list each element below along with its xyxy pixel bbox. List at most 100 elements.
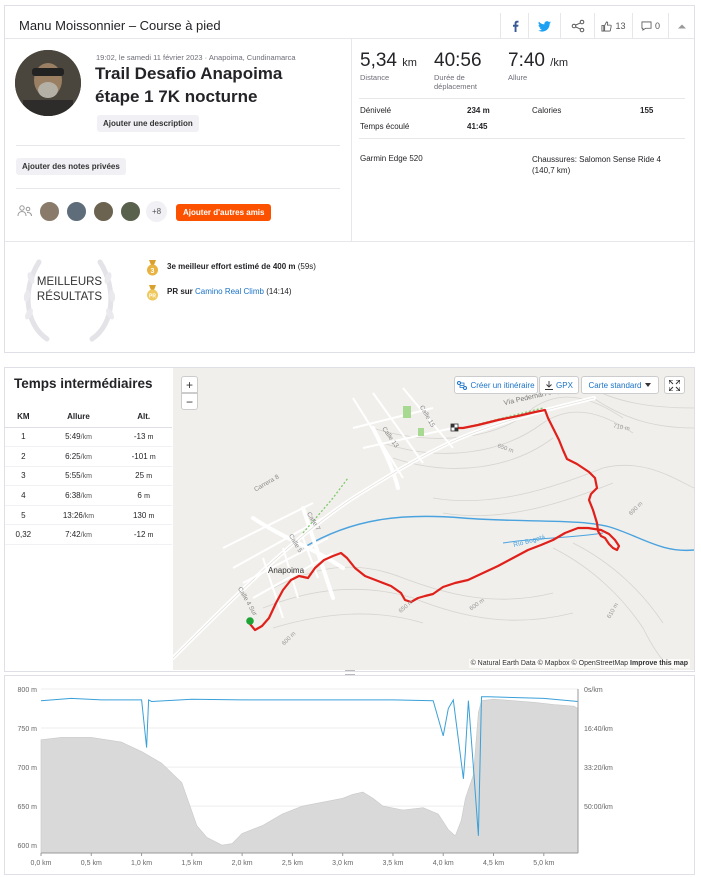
achievement-1-time: (59s)	[297, 262, 316, 271]
laurel-badge	[17, 244, 122, 349]
x-tick-label: 2,5 km	[282, 860, 303, 867]
svg-text:3: 3	[151, 268, 155, 275]
athlete-avatar-3[interactable]	[93, 201, 114, 222]
activity-card: Manu Moissonnier – Course à pied 13 0 19…	[4, 5, 695, 353]
calories-value: 155	[640, 106, 654, 115]
stats-divider-1	[359, 98, 685, 99]
y-left-tick-label: 600 m	[18, 843, 38, 850]
y-right-tick-label: 33:20/km	[584, 765, 613, 772]
more-athletes-badge[interactable]: +8	[146, 201, 167, 222]
split-alt: -101 m	[115, 446, 172, 467]
map-canvas	[173, 382, 694, 670]
shoes-info[interactable]: Chaussures: Salomon Sense Ride 4 (140,7 …	[532, 155, 661, 175]
distance-unit: km	[402, 57, 417, 69]
x-tick-label: 4,5 km	[483, 860, 504, 867]
splits-title: Temps intermédiaires	[14, 376, 153, 391]
add-private-notes-button[interactable]: Ajouter des notes privées	[16, 158, 126, 175]
y-left-tick-label: 750 m	[18, 726, 38, 733]
athlete-avatar-4[interactable]	[120, 201, 141, 222]
add-friends-button[interactable]: Ajouter d'autres amis	[176, 204, 272, 221]
split-row[interactable]: 4 6:38/km 6 m	[5, 485, 172, 506]
column-divider	[351, 39, 352, 242]
achievement-2-time: (14:14)	[266, 287, 292, 296]
comment-button[interactable]: 0	[632, 13, 668, 39]
share-button[interactable]	[560, 13, 594, 39]
expand-icon	[669, 379, 680, 391]
gpx-button[interactable]: GPX	[539, 376, 579, 394]
split-pace: 5:55/km	[41, 466, 116, 487]
split-pace: 6:25/km	[41, 446, 116, 467]
pace-stat: 7:40 /km	[508, 50, 568, 72]
x-tick-label: 4,0 km	[433, 860, 454, 867]
activity-title-line1: Trail Desafio Anapoima	[95, 64, 283, 83]
header-divider	[5, 38, 694, 39]
kudos-count: 13	[615, 21, 626, 31]
elevation-chart[interactable]: 800 m 750 m 700 m 650 m 600 m 0s/km 16:40/km 33…	[4, 675, 695, 875]
split-km: 5	[5, 505, 42, 526]
athlete-avatar-1[interactable]	[39, 201, 60, 222]
split-row[interactable]: 3 5:55/km 25 m	[5, 466, 172, 487]
distance-label: Distance	[360, 73, 390, 82]
comment-icon	[641, 21, 652, 31]
fullscreen-button[interactable]	[664, 376, 685, 394]
chevron-up-icon	[677, 24, 686, 29]
collapse-button[interactable]	[668, 13, 694, 39]
activity-owner-title: Manu Moissonnier – Course à pied	[19, 18, 221, 33]
splits-table: KM Allure Alt. 1 5:49/km -13 m 2 6:25/km -101…	[5, 407, 172, 546]
zoom-out-button[interactable]: −	[181, 393, 198, 410]
segment-link[interactable]: Camino Real Climb	[195, 287, 264, 296]
elevation-value: 234 m	[467, 106, 490, 115]
zoom-in-button[interactable]: +	[181, 376, 198, 393]
split-row[interactable]: 1 5:49/km -13 m	[5, 427, 172, 448]
download-icon	[545, 380, 554, 390]
notes-divider	[16, 145, 340, 146]
split-row[interactable]: 2 6:25/km -101 m	[5, 446, 172, 467]
split-pace: 6:38/km	[41, 485, 116, 506]
y-right-tick-label: 50:00/km	[584, 804, 613, 811]
split-alt: 130 m	[115, 505, 172, 526]
distance-stat: 5,34 km	[360, 50, 417, 72]
split-alt: 25 m	[115, 466, 172, 487]
split-pace: 13:26/km	[41, 505, 116, 526]
pace-line	[40, 696, 579, 836]
x-tick-label: 5,0 km	[533, 860, 554, 867]
duration-label: Durée de déplacement	[434, 73, 477, 91]
col-km: KM	[5, 407, 42, 428]
split-row[interactable]: 0,32 7:42/km -12 m	[5, 524, 172, 546]
facebook-share-button[interactable]	[500, 13, 528, 39]
route-icon	[457, 380, 468, 390]
create-route-label: Créer un itinéraire	[470, 380, 535, 390]
badge-line2: RÉSULTATS	[36, 291, 103, 303]
chart-resize-handle[interactable]	[345, 670, 355, 675]
split-alt: 6 m	[115, 485, 172, 506]
athlete-avatar[interactable]	[15, 50, 81, 116]
river	[302, 515, 694, 552]
add-description-button[interactable]: Ajouter une description	[97, 115, 199, 132]
map-style-label: Carte standard	[588, 380, 642, 390]
split-row[interactable]: 5 13:26/km 130 m	[5, 505, 172, 526]
finish-marker	[450, 423, 459, 432]
athlete-avatar-2[interactable]	[66, 201, 87, 222]
improve-map-link[interactable]: Improve this map	[630, 660, 688, 667]
activity-title-line2: étape 1 7K nocturne	[95, 87, 258, 106]
twitter-share-button[interactable]	[528, 13, 560, 39]
achievements-divider	[5, 241, 694, 242]
split-km: 2	[5, 446, 42, 467]
col-pace: Allure	[41, 407, 116, 428]
twitter-icon	[538, 20, 551, 32]
stats-divider-2	[359, 138, 685, 139]
x-tick-label: 3,0 km	[332, 860, 353, 867]
create-route-button[interactable]: Créer un itinéraire	[454, 376, 538, 394]
route-map[interactable]: Anapoima Vía Pedernal Anapoima Calle 15 …	[173, 368, 694, 670]
athletes-divider	[16, 188, 340, 189]
activity-meta: 19:02, le samedi 11 février 2023 · Anapo…	[96, 53, 296, 62]
kudos-button[interactable]: 13	[594, 13, 632, 39]
thumbs-up-icon	[601, 21, 613, 31]
map-style-dropdown[interactable]: Carte standard	[581, 376, 659, 394]
split-km: 1	[5, 427, 42, 448]
x-tick-label: 2,0 km	[232, 860, 253, 867]
caret-down-icon	[645, 383, 652, 387]
achievement-1: 3e meilleur effort estimé de 400 m (59s)	[167, 262, 316, 271]
pace-value: 7:40	[508, 50, 545, 71]
splits-header-row: KM Allure Alt.	[5, 407, 172, 428]
